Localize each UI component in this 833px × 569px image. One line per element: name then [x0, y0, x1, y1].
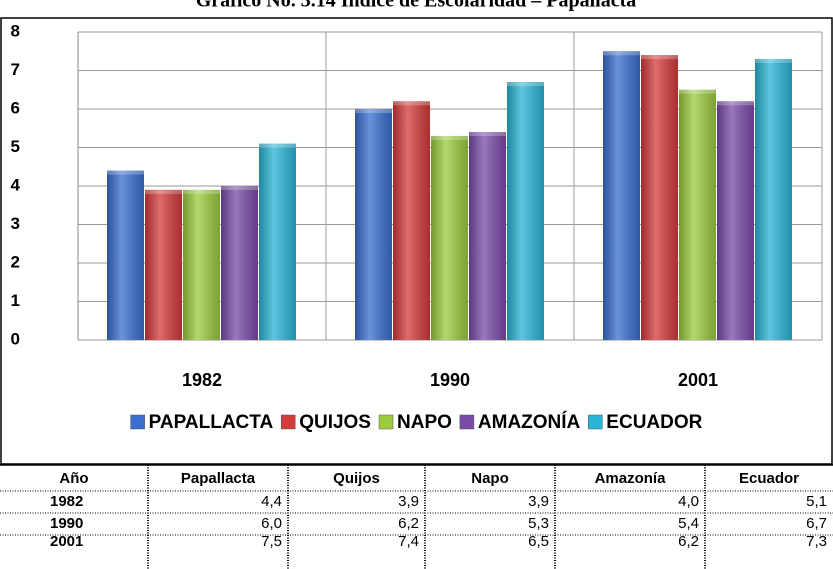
table-cell: 5,3 — [528, 515, 549, 532]
bar-sheen — [717, 101, 754, 340]
bar-top — [469, 132, 506, 137]
bar-sheen — [755, 58, 792, 340]
bar-sheen — [469, 132, 506, 340]
table-cell: 6,2 — [678, 533, 699, 550]
y-tick-label: 1 — [11, 291, 20, 310]
table-cell: 7,4 — [398, 533, 419, 550]
table-header: Napo — [471, 470, 509, 487]
chart-frame — [0, 17, 833, 465]
y-tick-label: 4 — [11, 175, 21, 194]
chart-title: Gráfico No. 3.14 Índice de Escolaridad –… — [196, 0, 637, 12]
table-cell: 6,5 — [528, 533, 549, 550]
table-cell: 5,4 — [678, 515, 699, 532]
y-tick-label: 2 — [11, 252, 20, 271]
legend-swatch — [588, 414, 603, 430]
bar-sheen — [355, 109, 392, 340]
bar-sheen — [507, 82, 544, 341]
table-cell: 6,2 — [398, 515, 419, 532]
bar-sheen — [183, 189, 220, 340]
table-header: Amazonía — [595, 470, 667, 487]
bar-top — [603, 51, 640, 56]
y-tick-label: 6 — [11, 98, 20, 117]
table-cell: 6,0 — [261, 515, 282, 532]
data-table: Año Papallacta Quijos Napo Amazonía Ecuador 19… — [0, 464, 833, 569]
bar-sheen — [641, 55, 678, 340]
table-header: Año — [59, 470, 88, 487]
bar-top — [107, 170, 144, 175]
legend-label: AMAZONÍA — [478, 411, 581, 433]
bar-sheen — [603, 51, 640, 340]
legend-label: NAPO — [397, 412, 452, 433]
bar-top — [755, 58, 792, 63]
table-cell: 3,9 — [398, 493, 419, 510]
bar-sheen — [259, 143, 296, 340]
bar-top — [717, 101, 754, 106]
x-tick-label: 1990 — [430, 370, 470, 390]
bar-sheen — [393, 101, 430, 340]
table-header: Papallacta — [181, 470, 256, 487]
bar-sheen — [679, 89, 716, 340]
bar-sheen — [107, 170, 144, 340]
table-cell: 1990 — [50, 515, 83, 532]
y-tick-label: 8 — [11, 21, 20, 40]
table-cell: 2001 — [50, 533, 83, 550]
bar-top — [221, 186, 258, 190]
legend-label: QUIJOS — [299, 412, 371, 433]
x-tick-label: 1982 — [182, 370, 222, 390]
table-cell: 5,1 — [806, 493, 827, 510]
x-tick-label: 2001 — [678, 370, 718, 390]
y-tick-label: 5 — [11, 137, 20, 156]
bar-sheen — [221, 186, 258, 340]
bar-top — [393, 101, 430, 106]
legend-label: PAPALLACTA — [149, 412, 274, 433]
bar-top — [355, 109, 392, 113]
bar-top — [679, 89, 716, 94]
table-cell: 7,5 — [261, 533, 282, 550]
legend-swatch — [280, 414, 296, 430]
plot: 0 1 2 3 4 5 6 7 8 1982 1990 2001 PAPALLACTA QUIJOS NAP… — [11, 21, 823, 433]
y-tick-label: 7 — [11, 60, 20, 79]
legend: PAPALLACTA QUIJOS NAPO AMAZONÍA ECUADOR — [130, 411, 703, 433]
table-header: Ecuador — [739, 470, 799, 487]
table-cell: 3,9 — [528, 493, 549, 510]
bar-top — [145, 189, 182, 194]
legend-swatch — [378, 414, 394, 430]
legend-label: ECUADOR — [606, 412, 702, 433]
y-tick-label: 0 — [11, 329, 20, 348]
bar-top — [431, 135, 468, 140]
table-cell: 4,0 — [678, 493, 699, 510]
table-cell: 6,7 — [806, 515, 827, 532]
legend-swatch — [130, 414, 145, 430]
bar-sheen — [145, 189, 182, 340]
table-header: Quijos — [333, 470, 380, 487]
bar-top — [641, 55, 678, 60]
table-cell: 4,4 — [261, 493, 282, 510]
y-tick-label: 3 — [11, 214, 20, 233]
bar-top — [183, 189, 220, 194]
legend-swatch — [459, 414, 475, 430]
bar-sheen — [431, 135, 468, 340]
table-cell: 7,3 — [806, 533, 827, 550]
bar-top — [507, 82, 544, 87]
bar-top — [259, 143, 296, 148]
table-cell: 1982 — [50, 493, 83, 510]
